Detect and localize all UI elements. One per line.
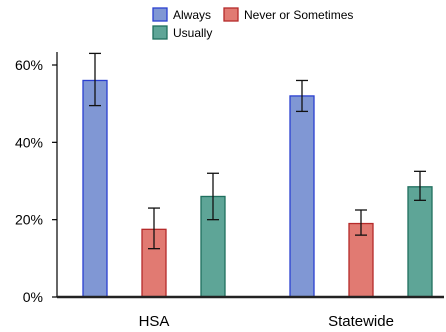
y-axis: 0% 20% 40% 60%	[15, 52, 58, 305]
legend-label-always: Always	[173, 8, 211, 22]
legend-label-never-or-sometimes: Never or Sometimes	[244, 8, 353, 22]
bars-group	[82, 52, 433, 298]
y-tick-label: 40%	[15, 134, 43, 150]
y-tick-label: 20%	[15, 212, 43, 228]
legend-swatch-always	[152, 7, 168, 22]
bar-usually-statewide	[407, 186, 433, 298]
legend-swatch-never-or-sometimes	[223, 7, 239, 22]
x-category-label: Statewide	[328, 313, 394, 330]
legend-swatch-usually	[152, 25, 168, 40]
bar-always-statewide	[289, 95, 315, 298]
legend-label-usually: Usually	[173, 26, 212, 40]
x-axis: HSA Statewide	[57, 295, 444, 330]
legend: Always Never or Sometimes Usually	[152, 7, 353, 40]
x-category-label: HSA	[139, 313, 170, 330]
y-tick-label: 60%	[15, 57, 43, 73]
y-tick-label: 0%	[23, 289, 43, 305]
bar-always-hsa	[82, 79, 108, 298]
